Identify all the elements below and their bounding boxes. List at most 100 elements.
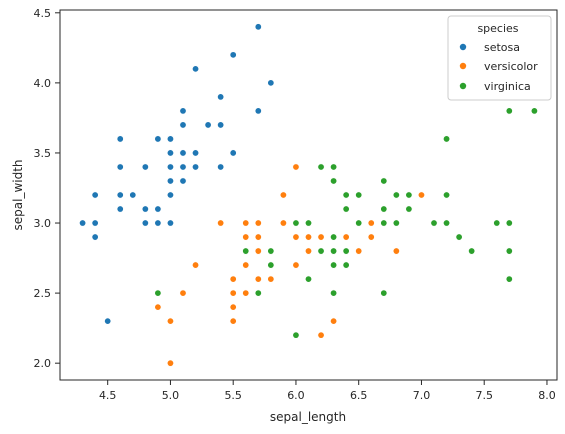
point-versicolor-37: [367, 233, 375, 241]
point-setosa-17: [166, 191, 174, 199]
point-versicolor-5: [217, 219, 225, 227]
y-axis: 2.0 2.5 3.0 3.5 4.0 4.5: [34, 7, 60, 370]
point-versicolor-10: [242, 289, 250, 297]
y-tick-label-5: 4.5: [34, 7, 52, 20]
point-setosa-21: [166, 135, 174, 143]
point-virginica-28: [392, 191, 400, 199]
point-versicolor-27: [304, 233, 312, 241]
point-virginica-4: [267, 247, 275, 255]
point-setosa-23: [179, 163, 187, 171]
point-virginica-16: [330, 163, 338, 171]
point-virginica-2: [254, 289, 262, 297]
point-setosa-27: [192, 163, 200, 171]
point-setosa-38: [267, 79, 275, 87]
point-setosa-20: [166, 149, 174, 157]
point-versicolor-36: [355, 247, 363, 255]
point-virginica-39: [505, 247, 513, 255]
point-virginica-1: [242, 247, 250, 255]
point-versicolor-11: [242, 261, 250, 269]
point-setosa-26: [179, 107, 187, 115]
x-tick-label-6: 7.5: [475, 389, 493, 402]
points-layer: [79, 23, 538, 367]
point-virginica-41: [505, 107, 513, 115]
point-setosa-33: [217, 93, 225, 101]
point-versicolor-1: [166, 359, 174, 367]
point-setosa-18: [166, 177, 174, 185]
point-virginica-10: [317, 163, 325, 171]
point-setosa-25: [179, 121, 187, 129]
point-setosa-28: [192, 149, 200, 157]
point-setosa-11: [141, 205, 149, 213]
point-virginica-24: [380, 219, 388, 227]
point-virginica-23: [380, 289, 388, 297]
point-setosa-31: [217, 163, 225, 171]
point-virginica-30: [405, 191, 413, 199]
y-tick-label-2: 3.0: [34, 217, 52, 230]
point-versicolor-9: [229, 275, 237, 283]
point-virginica-11: [330, 289, 338, 297]
point-virginica-15: [330, 177, 338, 185]
point-versicolor-13: [242, 219, 250, 227]
point-versicolor-15: [254, 247, 262, 255]
point-virginica-22: [355, 191, 363, 199]
legend: species setosa versicolor virginica: [447, 15, 552, 101]
series-setosa: [79, 23, 275, 325]
point-versicolor-29: [317, 331, 325, 339]
point-virginica-14: [330, 233, 338, 241]
point-versicolor-8: [229, 289, 237, 297]
point-virginica-19: [342, 205, 350, 213]
legend-box: [447, 15, 552, 101]
point-versicolor-34: [342, 233, 350, 241]
point-setosa-9: [129, 191, 137, 199]
point-virginica-36: [468, 247, 476, 255]
y-tick-label-3: 3.5: [34, 147, 52, 160]
point-versicolor-12: [242, 233, 250, 241]
x-tick-label-4: 6.5: [350, 389, 368, 402]
point-setosa-22: [179, 177, 187, 185]
point-versicolor-26: [304, 247, 312, 255]
x-tick-label-0: 4.5: [99, 389, 117, 402]
point-versicolor-4: [192, 261, 200, 269]
point-virginica-33: [443, 191, 451, 199]
x-axis: 4.5 5.0 5.5 6.0 6.5 7.0 7.5 8.0: [99, 380, 556, 402]
x-tick-label-1: 5.0: [162, 389, 180, 402]
point-versicolor-16: [254, 233, 262, 241]
x-axis-label: sepal_length: [270, 410, 346, 424]
point-versicolor-20: [279, 219, 287, 227]
point-setosa-7: [116, 163, 124, 171]
point-versicolor-41: [392, 247, 400, 255]
point-versicolor-17: [254, 219, 262, 227]
x-tick-label-2: 5.5: [224, 389, 242, 402]
point-virginica-20: [342, 191, 350, 199]
point-setosa-36: [254, 107, 262, 115]
x-tick-label-3: 6.0: [287, 389, 305, 402]
point-versicolor-3: [179, 289, 187, 297]
point-virginica-25: [380, 205, 388, 213]
point-virginica-8: [304, 219, 312, 227]
point-virginica-12: [330, 261, 338, 269]
point-setosa-0: [79, 219, 87, 227]
legend-label-virginica: virginica: [484, 80, 531, 93]
y-tick-label-0: 2.0: [34, 357, 52, 370]
point-setosa-12: [141, 163, 149, 171]
point-virginica-3: [267, 261, 275, 269]
point-setosa-8: [116, 135, 124, 143]
point-setosa-3: [91, 191, 99, 199]
point-versicolor-2: [166, 317, 174, 325]
point-setosa-13: [154, 219, 162, 227]
point-setosa-1: [91, 233, 99, 241]
legend-title: species: [477, 22, 518, 35]
point-versicolor-43: [417, 191, 425, 199]
point-versicolor-38: [367, 219, 375, 227]
point-versicolor-18: [267, 275, 275, 283]
point-virginica-38: [505, 275, 513, 283]
series-virginica: [154, 107, 538, 339]
point-setosa-37: [254, 23, 262, 31]
point-setosa-15: [154, 135, 162, 143]
point-virginica-9: [317, 247, 325, 255]
point-virginica-40: [505, 219, 513, 227]
point-versicolor-7: [229, 303, 237, 311]
point-virginica-35: [455, 233, 463, 241]
point-virginica-32: [443, 219, 451, 227]
point-versicolor-25: [292, 163, 300, 171]
